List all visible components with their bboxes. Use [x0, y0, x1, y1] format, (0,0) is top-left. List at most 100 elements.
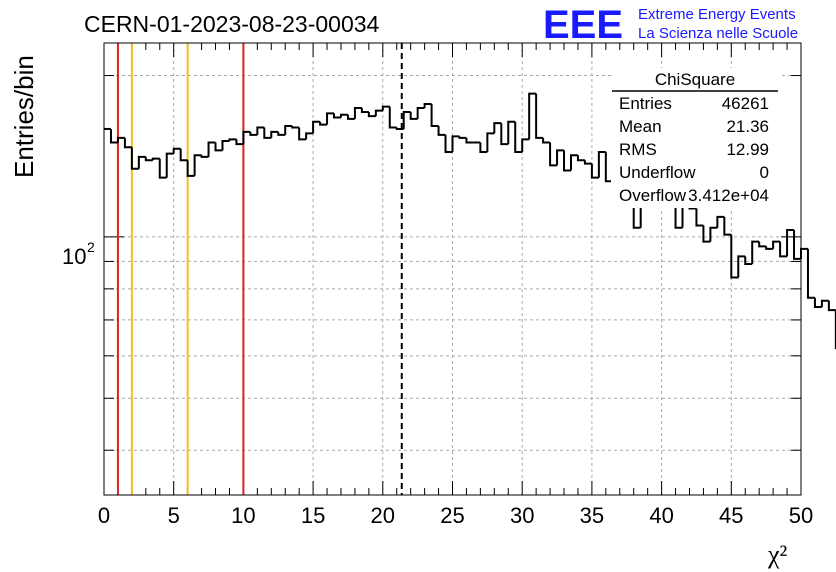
logo-line-2: La Scienza nelle Scuole — [638, 25, 798, 42]
histogram-bin — [402, 111, 411, 129]
histogram-bin — [806, 248, 815, 299]
stats-box-title: ChiSquare — [655, 70, 735, 89]
histogram-bin — [165, 152, 174, 178]
histogram-bin — [333, 113, 341, 119]
x-tick-label: 40 — [649, 503, 673, 528]
histogram-bin — [820, 299, 829, 307]
histogram-bin — [221, 139, 230, 151]
histogram-bin — [353, 106, 362, 119]
histogram-bin — [702, 225, 711, 243]
histogram-bin — [514, 121, 523, 154]
histogram-bin — [158, 158, 167, 179]
histogram-bin — [507, 120, 516, 145]
histogram-bin — [444, 134, 453, 154]
stats-box: ChiSquare Entries 46261 Mean 21.36 RMS 12.99 U… — [611, 68, 780, 208]
stats-label: Entries — [619, 94, 672, 113]
histogram-bin — [339, 113, 348, 118]
histogram-bin — [451, 135, 460, 153]
histogram-bin — [800, 247, 808, 259]
y-tick-exponent: 2 — [87, 239, 95, 255]
histogram-bin — [193, 154, 202, 176]
histogram-bin — [374, 109, 383, 117]
histogram-bin — [207, 141, 216, 157]
histogram-bin — [583, 160, 592, 165]
histogram-bin — [751, 240, 760, 265]
stats-value: 3.412e+04 — [688, 186, 769, 205]
reference-lines — [116, 43, 403, 495]
histogram-bin — [528, 92, 537, 140]
histogram-bin — [493, 122, 502, 134]
histogram-bin — [576, 155, 585, 162]
y-tick-label: 10 2 — [62, 239, 95, 269]
stats-value: 46261 — [722, 94, 769, 113]
histogram-bin — [249, 131, 258, 136]
histogram-bin — [360, 107, 369, 114]
histogram-bin — [535, 93, 544, 139]
histogram-bin — [298, 127, 307, 141]
histogram-bin — [416, 106, 425, 119]
histogram-bin — [228, 138, 237, 141]
chart-title: CERN-01-2023-08-23-00034 — [84, 11, 380, 37]
histogram-bin — [563, 150, 571, 172]
histogram-bin — [430, 103, 439, 128]
histogram-bin — [827, 300, 836, 312]
x-tick-label: 50 — [789, 503, 813, 528]
histogram-bin — [305, 132, 314, 140]
histogram-bin — [813, 297, 822, 308]
histogram-bin — [277, 131, 286, 136]
histogram-series — [104, 92, 836, 350]
histogram-bin — [186, 160, 195, 177]
eee-logo: EEE Extreme Energy Events La Scienza nel… — [543, 3, 798, 47]
grid-lines — [104, 43, 801, 495]
x-tick-label: 30 — [510, 503, 534, 528]
histogram-bin — [179, 148, 188, 162]
histogram-bin — [604, 152, 613, 183]
histogram-bin — [521, 138, 530, 153]
histogram-bin — [263, 127, 272, 139]
histogram-bin — [632, 206, 641, 229]
histogram-bin — [130, 147, 139, 170]
histogram-bin — [326, 112, 335, 125]
logo-line-1: Extreme Energy Events — [638, 6, 796, 23]
histogram-bin — [116, 136, 125, 143]
histogram-bin — [709, 226, 718, 242]
histogram-bin — [319, 121, 328, 126]
histogram-bin — [172, 147, 181, 154]
histogram-bin — [569, 154, 578, 171]
histogram-bin — [500, 123, 509, 146]
histogram-bin — [437, 126, 446, 136]
stats-label: Underflow — [619, 163, 696, 182]
histogram-bin — [695, 208, 704, 227]
histogram-bin — [235, 139, 244, 146]
x-tick-label: 45 — [719, 503, 743, 528]
histogram-bin — [758, 241, 767, 248]
histogram-bin — [486, 132, 495, 153]
histogram-bin — [151, 157, 160, 161]
histogram-bin — [109, 128, 118, 144]
histogram-bin — [123, 137, 132, 149]
histogram-bin — [284, 125, 293, 135]
stats-label: Overflow — [619, 186, 687, 205]
histogram-bin — [737, 255, 746, 278]
histogram-bin — [765, 246, 774, 250]
logo-mark: EEE — [543, 3, 623, 47]
x-tick-labels: 0 5 10 15 20 25 30 35 40 45 50 — [98, 503, 813, 528]
histogram-bin — [395, 127, 404, 130]
x-tick-label: 0 — [98, 503, 110, 528]
histogram-bin — [312, 120, 321, 134]
stats-value: 12.99 — [726, 140, 769, 159]
histogram-bin — [381, 105, 390, 111]
histogram-bin — [458, 136, 467, 139]
stats-value: 21.36 — [726, 117, 769, 136]
histogram-bin — [465, 137, 474, 144]
histogram-bin — [200, 155, 209, 158]
histogram-bin — [270, 130, 279, 138]
x-tick-label: 5 — [168, 503, 180, 528]
histogram-bin — [597, 151, 606, 178]
histogram-bin — [723, 216, 732, 236]
x-tick-label: 15 — [301, 503, 325, 528]
stats-label: RMS — [619, 140, 657, 159]
x-tick-label: 25 — [440, 503, 464, 528]
histogram-bin — [479, 142, 488, 154]
histogram-bin — [793, 230, 801, 260]
